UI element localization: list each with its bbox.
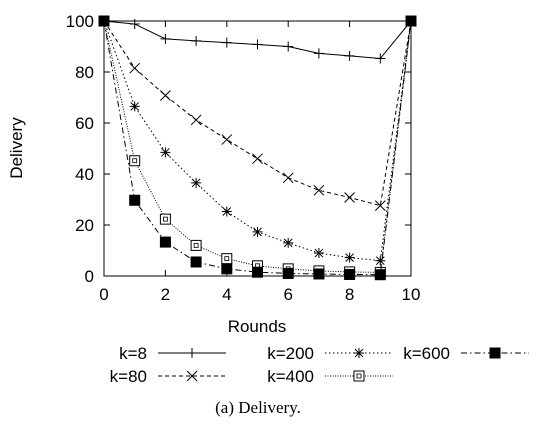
data-point [313, 184, 325, 196]
data-point [191, 177, 202, 188]
data-point [375, 53, 386, 64]
data-point [160, 147, 171, 158]
data-point [375, 255, 386, 266]
data-point [313, 268, 325, 280]
data-point [374, 200, 386, 211]
data-point [160, 33, 171, 44]
data-point [129, 101, 140, 112]
legend-marker [354, 348, 364, 358]
data-point [252, 266, 263, 278]
data-point [405, 15, 417, 27]
data-point [374, 269, 386, 281]
data-point [190, 256, 202, 268]
data-point [283, 41, 294, 52]
legend-item: k=400 [267, 367, 393, 386]
legend-item: k=8 [119, 344, 226, 363]
legend-item: k=80 [110, 367, 226, 386]
x-tick-label: 0 [99, 285, 108, 304]
data-point [313, 48, 324, 59]
y-tick-label: 0 [85, 267, 94, 286]
data-point [283, 237, 294, 248]
data-point [344, 268, 356, 280]
data-point [190, 239, 202, 251]
legend-label: k=8 [119, 344, 147, 363]
data-point [252, 153, 263, 165]
legend-label: k=400 [267, 367, 314, 386]
legend-item: k=600 [403, 344, 529, 363]
data-point [129, 19, 140, 30]
y-axis-title: Delivery [7, 117, 26, 179]
data-point [129, 194, 141, 206]
series-group [98, 15, 417, 281]
chart-caption: (a) Delivery. [215, 398, 301, 417]
data-point [344, 192, 355, 203]
x-tick-label: 6 [283, 285, 292, 304]
x-tick-label: 4 [222, 285, 231, 304]
data-point [282, 267, 294, 279]
series-k-600 [98, 15, 417, 281]
legend-marker [186, 370, 198, 382]
y-tick-label: 40 [75, 165, 94, 184]
y-tick-label: 60 [75, 114, 94, 133]
data-point [313, 248, 324, 259]
x-tick-label: 2 [161, 285, 170, 304]
legend-marker [353, 370, 365, 382]
legend-label: k=200 [267, 344, 314, 363]
legend-label: k=80 [110, 367, 147, 386]
y-tick-label: 100 [66, 12, 94, 31]
legend-marker [489, 347, 501, 359]
series-k-400 [98, 15, 417, 278]
data-point [252, 39, 263, 50]
data-point [190, 114, 202, 126]
data-point [221, 253, 233, 265]
data-point [221, 37, 232, 48]
series-line [103, 20, 412, 276]
data-point [252, 226, 263, 237]
data-point [282, 172, 294, 184]
data-point [191, 35, 202, 46]
x-tick-label: 10 [402, 285, 421, 304]
data-point [160, 90, 171, 101]
legend-label: k=600 [403, 344, 450, 363]
legend-marker [187, 348, 197, 358]
data-point [221, 134, 233, 145]
data-point [159, 236, 171, 248]
series-k-200 [99, 16, 416, 266]
data-point [344, 50, 355, 61]
y-tick-label: 20 [75, 216, 94, 235]
data-point [221, 263, 233, 275]
x-tick-label: 8 [345, 285, 354, 304]
data-point [129, 155, 141, 167]
y-tick-label: 80 [75, 63, 94, 82]
series-k-8 [99, 16, 416, 64]
legend-item: k=200 [267, 344, 393, 363]
data-point [98, 15, 110, 27]
x-axis-title: Rounds [228, 317, 287, 336]
data-point [129, 62, 141, 74]
data-point [159, 213, 171, 225]
data-point [221, 206, 232, 217]
legend: k=8 k=80 k=200 k=400 k=600 [110, 344, 529, 386]
axis-ticks: 0 20 40 60 80 100 0 2 4 6 8 10 [66, 12, 421, 304]
data-point [344, 252, 355, 263]
plot-frame [103, 20, 412, 277]
